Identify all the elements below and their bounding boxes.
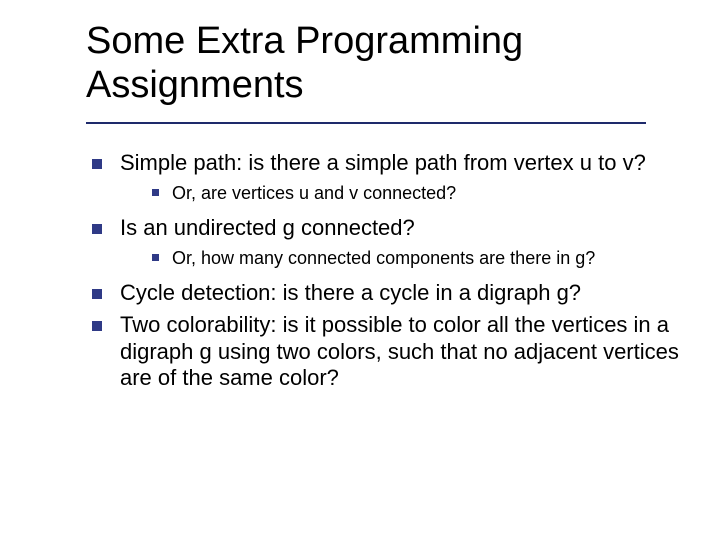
sub-bullet-item: Or, how many connected components are th… xyxy=(148,247,680,270)
title-line-1: Some Extra Programming xyxy=(86,20,523,62)
sub-bullet-item: Or, are vertices u and v connected? xyxy=(148,182,680,205)
sub-bullet-text: Or, are vertices u and v connected? xyxy=(172,183,456,203)
bullet-item: Two colorability: is it possible to colo… xyxy=(86,312,680,391)
sub-bullet-list: Or, are vertices u and v connected? xyxy=(120,182,680,205)
slide-title: Some Extra Programming Assignments xyxy=(86,20,523,107)
slide: Some Extra Programming Assignments Simpl… xyxy=(0,0,720,540)
bullet-item: Cycle detection: is there a cycle in a d… xyxy=(86,280,680,306)
bullet-text: Is an undirected g connected? xyxy=(120,215,415,240)
bullet-text: Two colorability: is it possible to colo… xyxy=(120,312,679,390)
sub-bullet-list: Or, how many connected components are th… xyxy=(120,247,680,270)
bullet-list: Simple path: is there a simple path from… xyxy=(86,150,680,391)
slide-body: Simple path: is there a simple path from… xyxy=(86,150,680,397)
bullet-text: Simple path: is there a simple path from… xyxy=(120,150,646,175)
sub-bullet-text: Or, how many connected components are th… xyxy=(172,248,595,268)
title-line-2: Assignments xyxy=(86,64,304,106)
bullet-item: Is an undirected g connected? Or, how ma… xyxy=(86,215,680,270)
title-underline xyxy=(86,122,646,124)
bullet-item: Simple path: is there a simple path from… xyxy=(86,150,680,205)
bullet-text: Cycle detection: is there a cycle in a d… xyxy=(120,280,581,305)
